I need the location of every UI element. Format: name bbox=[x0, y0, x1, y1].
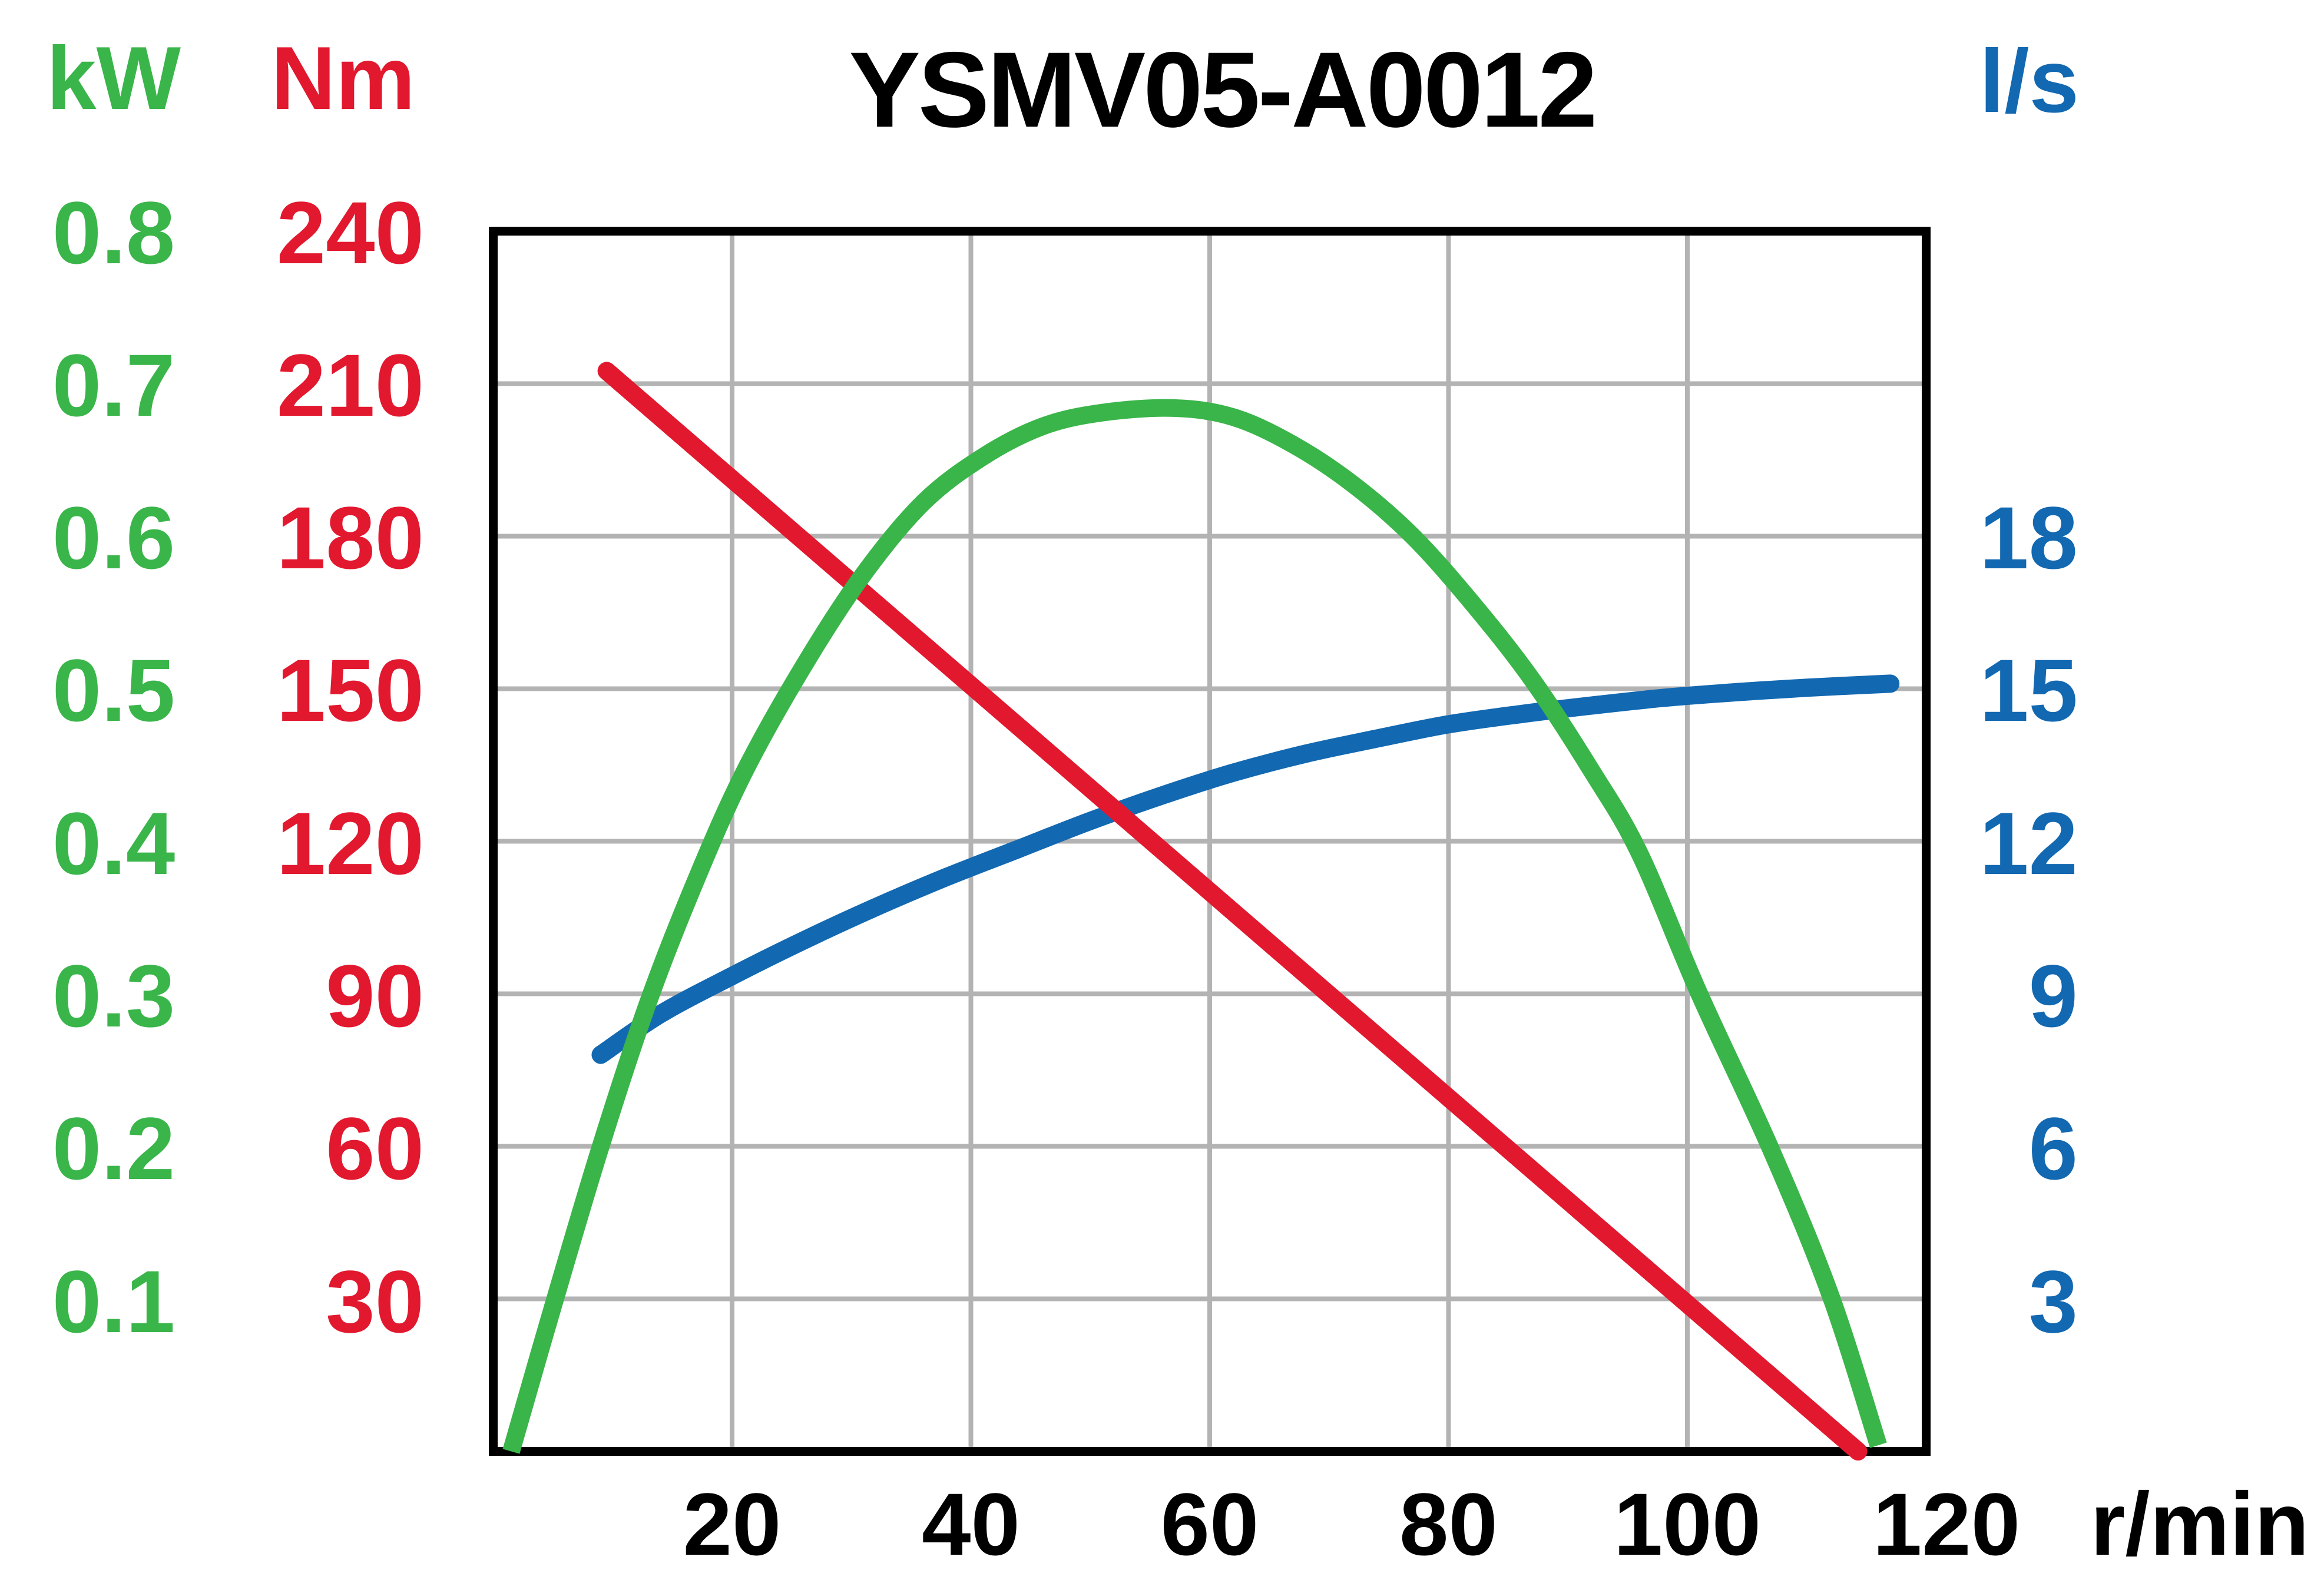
flow-axis: l/s 18 15 12 9 6 3 bbox=[1979, 31, 2079, 1351]
flow-axis-tick: 3 bbox=[2029, 1252, 2078, 1351]
speed-axis-tick: 40 bbox=[922, 1475, 1020, 1574]
speed-axis-unit: r/min bbox=[2090, 1474, 2309, 1574]
power-axis-unit: kW bbox=[47, 28, 181, 128]
power-axis: kW 0.8 0.7 0.6 0.5 0.4 0.3 0.2 0.1 bbox=[47, 28, 181, 1351]
chart-title: YSMV05-A0012 bbox=[849, 29, 1595, 150]
power-curve bbox=[502, 399, 1887, 1454]
power-axis-tick: 0.3 bbox=[52, 946, 176, 1045]
torque-curve bbox=[597, 362, 1868, 1461]
torque-axis-tick: 60 bbox=[326, 1099, 424, 1198]
power-axis-tick: 0.8 bbox=[52, 183, 176, 282]
speed-axis-tick: 120 bbox=[1873, 1475, 2020, 1574]
torque-axis-unit: Nm bbox=[271, 28, 415, 128]
torque-axis-tick: 120 bbox=[277, 794, 424, 893]
power-axis-tick: 0.2 bbox=[52, 1099, 176, 1198]
speed-axis: 20 40 60 80 100 120 r/min bbox=[683, 1474, 2309, 1574]
flow-axis-tick: 12 bbox=[1979, 794, 2078, 893]
plot-border bbox=[489, 227, 1931, 1456]
power-axis-tick: 0.1 bbox=[52, 1252, 176, 1351]
torque-axis-tick: 210 bbox=[277, 336, 424, 435]
flow-curve bbox=[591, 674, 1900, 1064]
gridlines bbox=[493, 231, 1926, 1452]
torque-axis-tick: 240 bbox=[277, 183, 424, 282]
power-axis-tick: 0.6 bbox=[52, 488, 176, 587]
flow-axis-tick: 6 bbox=[2029, 1099, 2078, 1198]
torque-axis-tick: 90 bbox=[326, 946, 424, 1045]
power-axis-tick: 0.4 bbox=[52, 794, 176, 893]
power-axis-tick: 0.5 bbox=[52, 641, 176, 740]
flow-axis-tick: 15 bbox=[1979, 641, 2078, 740]
speed-axis-tick: 60 bbox=[1161, 1475, 1259, 1574]
flow-axis-tick: 9 bbox=[2029, 946, 2078, 1045]
speed-axis-tick: 80 bbox=[1399, 1475, 1498, 1574]
torque-axis-tick: 180 bbox=[277, 488, 424, 587]
speed-axis-tick: 20 bbox=[683, 1475, 782, 1574]
speed-axis-tick: 100 bbox=[1614, 1475, 1761, 1574]
flow-axis-tick: 18 bbox=[1979, 488, 2078, 587]
power-axis-tick: 0.7 bbox=[52, 336, 176, 435]
flow-axis-unit: l/s bbox=[1979, 31, 2079, 131]
torque-axis-tick: 30 bbox=[326, 1252, 424, 1351]
torque-axis: Nm 240 210 180 150 120 90 60 30 bbox=[271, 28, 424, 1351]
torque-axis-tick: 150 bbox=[277, 641, 424, 740]
